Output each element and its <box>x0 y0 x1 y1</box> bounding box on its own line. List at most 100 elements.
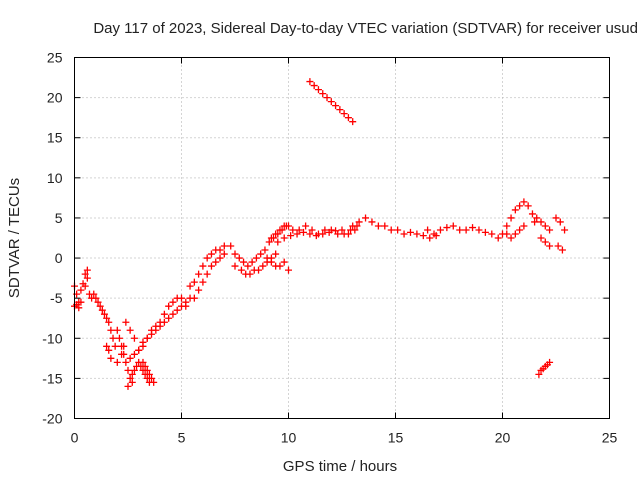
data-point <box>336 106 344 114</box>
data-point <box>362 214 370 222</box>
y-tick-label: -15 <box>42 370 62 386</box>
data-point <box>443 224 451 232</box>
data-point <box>263 254 271 262</box>
data-point <box>287 232 295 240</box>
data-point <box>537 218 545 226</box>
data-point <box>488 230 496 238</box>
data-point <box>103 314 111 322</box>
data-point <box>387 226 395 234</box>
data-point <box>285 266 292 274</box>
data-point <box>310 82 318 90</box>
data-point <box>130 366 138 374</box>
data-point <box>83 274 91 282</box>
data-point <box>306 78 314 86</box>
data-point <box>220 250 228 258</box>
data-point <box>160 310 168 318</box>
data-point <box>199 262 207 270</box>
data-point <box>111 342 119 350</box>
data-point <box>122 318 130 326</box>
data-point <box>537 234 545 242</box>
data-point <box>141 362 149 370</box>
data-point <box>212 258 220 266</box>
y-axis-label: SDTVAR / TECUs <box>6 178 23 298</box>
data-point <box>556 218 564 226</box>
x-tick-label: 20 <box>495 430 511 446</box>
data-point <box>118 350 126 358</box>
x-tick-label: 15 <box>388 430 404 446</box>
data-point <box>308 226 316 234</box>
data-point <box>216 246 224 254</box>
data-point <box>128 370 136 378</box>
data-point <box>255 266 263 274</box>
data-point <box>520 222 528 230</box>
data-point <box>274 238 282 246</box>
data-point <box>533 214 541 222</box>
data-point <box>126 374 134 382</box>
x-tick-label: 10 <box>281 430 297 446</box>
data-point <box>344 230 352 238</box>
data-point <box>338 226 346 234</box>
data-point <box>259 262 267 270</box>
y-tick-label: -5 <box>50 290 63 306</box>
data-point <box>261 246 269 254</box>
data-point <box>299 228 307 236</box>
data-point <box>344 114 352 122</box>
data-point <box>332 102 340 110</box>
data-point <box>368 218 376 226</box>
data-point <box>143 366 151 374</box>
data-point <box>220 242 228 250</box>
data-point <box>327 98 335 106</box>
data-point <box>394 226 402 234</box>
data-point <box>494 234 502 242</box>
data-point <box>295 226 303 234</box>
data-point <box>77 286 85 294</box>
data-point <box>216 254 224 262</box>
data-point <box>424 226 432 234</box>
data-point <box>173 306 181 314</box>
data-point <box>351 226 359 234</box>
data-point <box>449 222 457 230</box>
data-point <box>103 342 111 350</box>
data-point <box>244 262 252 270</box>
data-point <box>139 338 147 346</box>
chart-title: Day 117 of 2023, Sidereal Day-to-day VTE… <box>93 20 638 37</box>
data-point <box>276 262 284 270</box>
data-point <box>75 304 83 312</box>
data-point <box>280 258 288 266</box>
data-point <box>406 228 414 236</box>
data-point <box>280 234 288 242</box>
data-point <box>419 232 427 240</box>
data-point <box>321 226 329 234</box>
data-point <box>156 318 164 326</box>
data-point <box>169 310 177 318</box>
x-tick-labels: 0 5 10 15 20 25 <box>71 430 618 446</box>
data-point <box>145 370 153 378</box>
data-point <box>148 374 156 382</box>
data-point <box>178 294 185 302</box>
data-point <box>107 354 115 362</box>
data-point <box>541 222 549 230</box>
y-tick-label: -20 <box>42 411 62 427</box>
data-point <box>235 254 243 262</box>
data-point <box>541 238 549 246</box>
y-tick-label: 0 <box>55 250 63 266</box>
data-point <box>165 302 173 310</box>
data-point <box>349 118 357 126</box>
data-point <box>285 222 292 230</box>
data-point <box>462 226 470 234</box>
data-point <box>246 270 254 278</box>
data-point <box>381 222 389 230</box>
grid <box>74 57 610 419</box>
data-point <box>531 218 539 226</box>
data-point <box>456 226 464 234</box>
y-tick-label: 10 <box>47 170 63 186</box>
data-point <box>100 310 108 318</box>
data-point <box>152 322 160 330</box>
data-point <box>319 230 327 238</box>
data-point <box>430 230 438 238</box>
data-point <box>355 218 363 226</box>
y-tick-labels: -20 -15 -10 -5 0 5 10 15 20 25 <box>42 50 62 427</box>
data-point <box>115 334 123 342</box>
data-point <box>207 250 215 258</box>
